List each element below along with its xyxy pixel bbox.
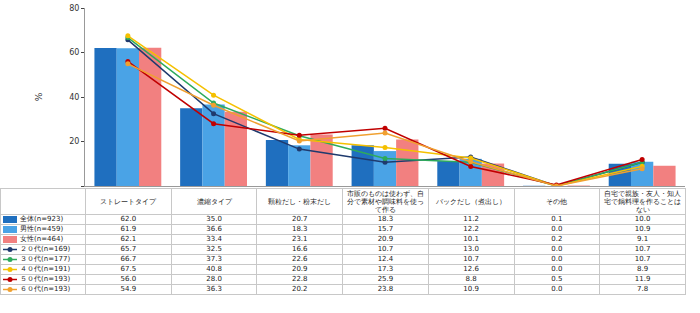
html-text:10.7: 10.7 [634,255,651,263]
html-text:11.2: 11.2 [463,215,479,223]
html-text:13.0: 13.0 [463,245,479,253]
html-text:２０代(n=169): ２０代(n=169) [20,245,71,253]
html-text:8.9: 8.9 [637,265,649,273]
html-text:16.6: 16.6 [292,245,308,253]
html-text:パックだし（煮出し）: パックだし（煮出し） [436,197,507,206]
html-text:65.7: 65.7 [120,245,137,253]
html-text:33.4: 33.4 [206,235,222,243]
html-text:全体(n=923): 全体(n=923) [20,215,64,223]
html-text:35.0: 35.0 [206,215,222,223]
html-text:36.6: 36.6 [206,225,222,233]
html-text:10.1: 10.1 [463,235,479,243]
svg-text:60: 60 [69,48,79,57]
html-text:0.0: 0.0 [551,285,563,293]
html-text:10.9: 10.9 [634,225,651,233]
html-text:56.0: 56.0 [120,275,137,283]
html-text:0.0: 0.0 [551,225,563,233]
html-text:18.3: 18.3 [377,215,394,223]
html-text:５０代(n=193): ５０代(n=193) [20,275,71,283]
html-text:17.3: 17.3 [377,265,394,273]
html-text:8.8: 8.8 [465,275,477,283]
html-text:その他: その他 [546,197,568,206]
html-text:11.9: 11.9 [634,275,651,283]
svg-text:80: 80 [69,4,79,13]
html-text:18.3: 18.3 [292,225,308,233]
html-text:15.7: 15.7 [377,225,394,233]
html-text:0.2: 0.2 [551,235,563,243]
html-text:66.7: 66.7 [120,255,137,263]
svg-text:%: % [34,92,44,101]
html-text:12.6: 12.6 [463,265,479,273]
html-text:濃縮タイプ: 濃縮タイプ [196,197,232,206]
html-text:10.9: 10.9 [463,285,479,293]
html-text:６０代(n=193): ６０代(n=193) [20,285,71,293]
html-text:10.7: 10.7 [377,245,394,253]
html-text:36.3: 36.3 [206,285,222,293]
html-text:0.0: 0.0 [551,255,563,263]
html-text:顆粒だし・粉末だし: 顆粒だし・粉末だし [268,197,332,206]
html-text:62.1: 62.1 [120,235,137,243]
html-text:女性(n=464): 女性(n=464) [20,235,64,243]
html-text:22.6: 22.6 [292,255,308,263]
html-text:0.0: 0.0 [551,245,563,253]
html-text:23.1: 23.1 [292,235,308,243]
html-text:12.4: 12.4 [377,255,394,263]
html-text:20.7: 20.7 [292,215,308,223]
html-text:４０代(n=191): ４０代(n=191) [20,265,71,273]
html-text:37.3: 37.3 [206,255,222,263]
html-text:10.7: 10.7 [463,255,479,263]
html-text:0.0: 0.0 [551,265,563,273]
html-text:３０代(n=177): ３０代(n=177) [20,255,71,263]
html-text:22.8: 22.8 [292,275,308,283]
html-text:0.1: 0.1 [551,215,563,223]
html-text:20.9: 20.9 [292,265,308,273]
svg-text:40: 40 [69,93,79,102]
html-text:20.2: 20.2 [292,285,308,293]
html-text:67.5: 67.5 [120,265,137,273]
html-text:7.8: 7.8 [637,285,649,293]
html-text:10.7: 10.7 [634,245,651,253]
html-text:28.0: 28.0 [206,275,222,283]
html-text:23.8: 23.8 [377,285,394,293]
html-text:10.0: 10.0 [634,215,651,223]
html-text:12.2: 12.2 [463,225,479,233]
html-text:61.9: 61.9 [120,225,137,233]
html-text:32.5: 32.5 [206,245,222,253]
html-text:自宅で親族・友人・知人宅で鍋料理を作ることはない: 自宅で親族・友人・知人宅で鍋料理を作ることはない [604,189,682,214]
html-text:0.5: 0.5 [551,275,563,283]
html-text:ストレートタイプ: ストレートタイプ [100,197,157,206]
html-text:市販のものは使わず、自分で素材や調味料を使って作る: 市販のものは使わず、自分で素材や調味料を使って作る [347,189,424,214]
html-text:25.9: 25.9 [377,275,394,283]
html-text:20.9: 20.9 [377,235,394,243]
svg-text:20: 20 [69,137,79,146]
html-text:54.9: 54.9 [120,285,137,293]
html-text:男性(n=459): 男性(n=459) [20,225,64,233]
html-text:9.1: 9.1 [637,235,649,243]
html-text:62.0: 62.0 [120,215,137,223]
html-text:40.8: 40.8 [206,265,222,273]
